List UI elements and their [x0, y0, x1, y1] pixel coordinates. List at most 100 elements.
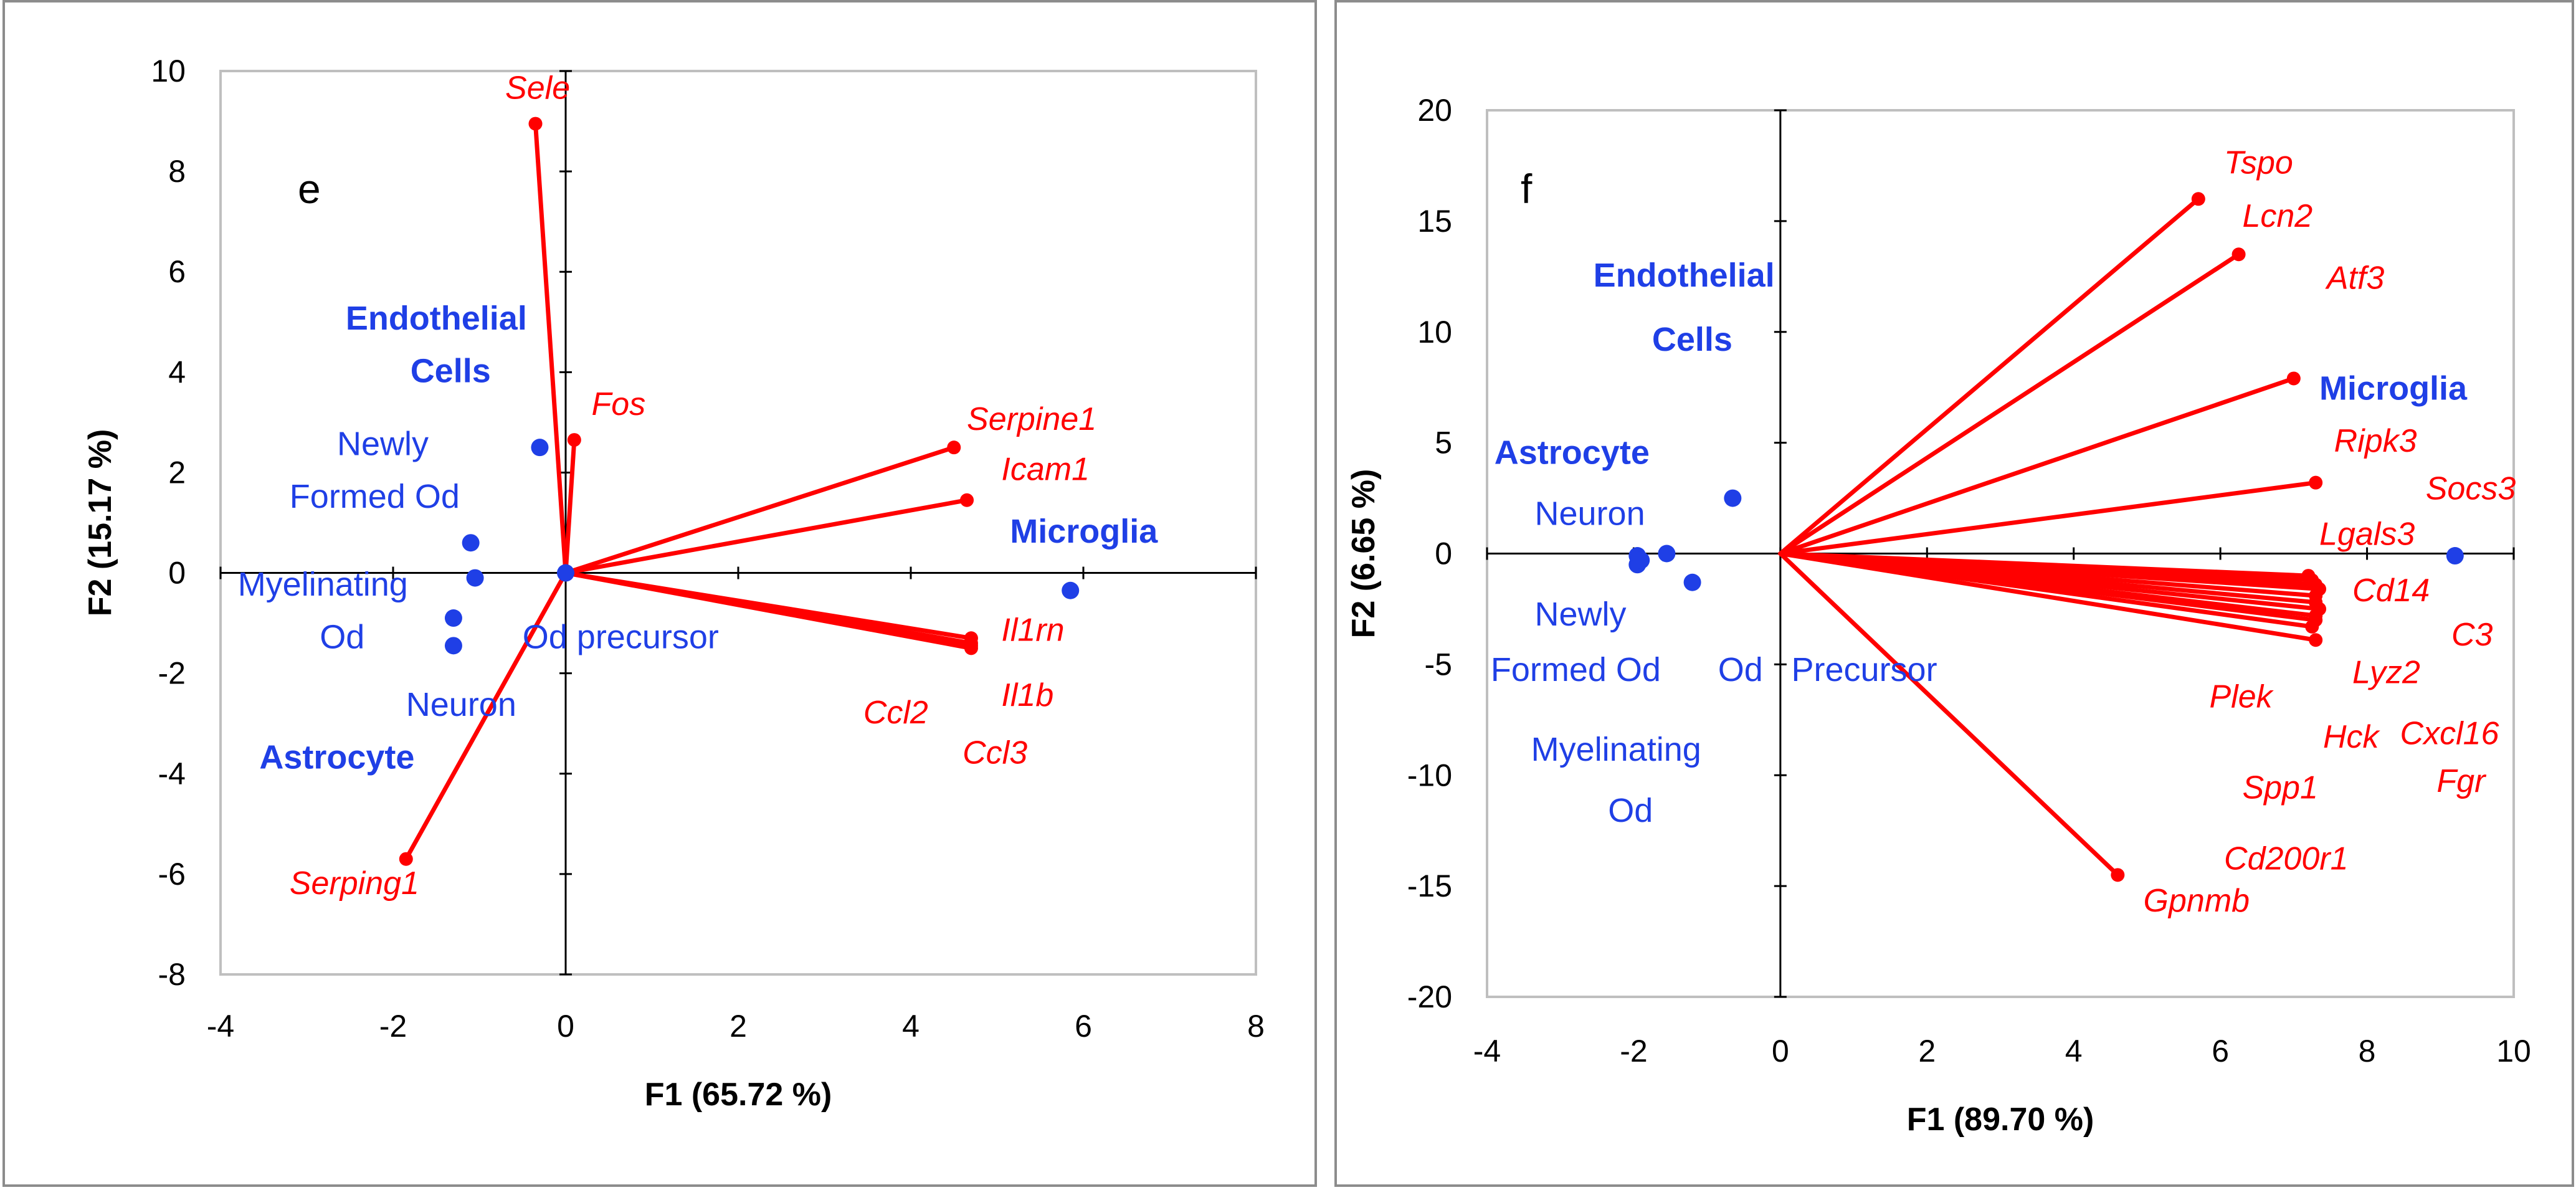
gene-vector	[1778, 551, 2120, 877]
gene-vector	[1778, 252, 2241, 556]
panel-letter: e	[298, 166, 321, 212]
chart-panel-e: -4 -2 0 2 4 6 8 10 8 6 4 2 0 -2 -4 -6 -8 F1 (65.72 %) F2 (…	[2, 0, 1317, 1187]
y-tick-label: -10	[1407, 758, 1452, 793]
cell-type-label: Endothelial	[346, 300, 527, 337]
y-tick-label: 0	[168, 556, 186, 591]
cell-type-label: Cells	[411, 352, 491, 389]
gene-label: Il1rn	[1001, 612, 1064, 648]
cell-type-label: Od	[1718, 651, 1763, 688]
gene-label: Atf3	[2325, 260, 2385, 296]
cell-type-label: Precursor	[1792, 651, 1937, 688]
cell-type-label: Formed Od	[1491, 651, 1661, 688]
y-tick-label: 8	[168, 154, 186, 189]
cell-type-point	[1632, 551, 1650, 569]
x-tick-label: 10	[2496, 1034, 2531, 1069]
y-tick-label: 4	[168, 355, 186, 389]
gene-vector	[563, 437, 577, 576]
y-tick-label: 2	[168, 455, 186, 490]
y-tick-label: 10	[1417, 315, 1452, 350]
cell-type-point	[466, 569, 484, 587]
gene-label: Lyz2	[2352, 655, 2420, 691]
gene-label: Gpnmb	[2144, 883, 2250, 919]
x-tick-label: 4	[902, 1009, 920, 1044]
gene-label: Ripk3	[2334, 423, 2417, 459]
gene-label: Fos	[592, 386, 646, 422]
x-tick-label: 0	[557, 1009, 574, 1044]
x-axis-title: F1 (65.72 %)	[645, 1077, 832, 1113]
cell-type-label: Myelinating	[1531, 731, 1701, 768]
gene-label: Socs3	[2426, 470, 2516, 507]
x-tick-label: 8	[2359, 1034, 2376, 1069]
gene-vector	[1778, 551, 2318, 642]
cell-type-label: Newly	[337, 425, 429, 462]
y-tick-label: -4	[158, 756, 186, 791]
gene-vector-tip	[567, 433, 581, 447]
gene-label: Serping1	[290, 865, 419, 902]
y-tick-label: 15	[1417, 204, 1452, 239]
gene-vector	[563, 445, 956, 576]
gene-label: Cd14	[2352, 573, 2430, 609]
cell-type-point	[1683, 573, 1701, 591]
gene-vector	[1778, 480, 2318, 556]
gene-vector-tip	[528, 117, 543, 131]
gene-vector-tip	[2111, 868, 2125, 882]
gene-vector-tip	[2191, 192, 2205, 206]
gene-label: Lcn2	[2242, 198, 2312, 234]
y-tick-label: 10	[151, 54, 186, 88]
gene-label: Cxcl16	[2400, 715, 2499, 751]
cell-type-label: Newly	[1535, 596, 1627, 633]
gene-label: C3	[2451, 617, 2493, 653]
gene-label: Spp1	[2242, 770, 2317, 806]
cell-type-label: Myelinating	[238, 566, 408, 603]
y-tick-label: 6	[168, 254, 186, 289]
cell-type-point	[1658, 545, 1676, 563]
gene-vector-tip	[2309, 475, 2323, 490]
chart-panel-f: -4 -2 0 2 4 6 8 10 20 15 10 5 0 -5 -10 -15 -20 F1 (89.70 …	[1334, 0, 2574, 1187]
cell-type-point	[1724, 489, 1742, 507]
cell-type-point	[557, 564, 574, 582]
gene-vector-tip	[2305, 619, 2319, 634]
x-tick-label: 6	[2212, 1034, 2229, 1069]
x-tick-label: 4	[2065, 1034, 2083, 1069]
gene-vector	[404, 571, 568, 862]
x-tick-label: 2	[730, 1009, 747, 1044]
y-tick-label: -6	[158, 857, 186, 892]
gene-label: Plek	[2209, 679, 2274, 715]
cell-type-label: Formed Od	[290, 478, 460, 515]
gene-vector	[533, 121, 568, 576]
gene-label: Ccl2	[863, 695, 928, 731]
gene-vector-tip	[960, 493, 974, 507]
x-tick-label: 2	[1918, 1034, 1936, 1069]
gene-vector-tip	[964, 641, 978, 655]
y-tick-label: -15	[1407, 869, 1452, 903]
cell-type-label: Endothelial	[1594, 257, 1775, 294]
x-tick-label: -4	[207, 1009, 234, 1044]
y-axis-title: F2 (6.65 %)	[1346, 469, 1382, 639]
cell-type-label: Astrocyte	[259, 739, 414, 776]
y-tick-label: 0	[1435, 536, 1452, 571]
x-tick-label: -2	[1620, 1034, 1647, 1069]
y-tick-label: -8	[158, 957, 186, 992]
gene-vector-tip	[2286, 371, 2301, 386]
gene-label: Cd200r1	[2224, 840, 2348, 877]
cell-type-point	[444, 609, 462, 627]
gene-vector	[1778, 376, 2296, 556]
gene-label: Il1b	[1001, 677, 1053, 713]
cell-type-label: Od precursor	[523, 618, 719, 655]
gene-vector-tip	[2231, 247, 2246, 262]
gene-label: Fgr	[2436, 763, 2487, 799]
plot-area-frame	[219, 70, 1257, 976]
cell-type-point	[2446, 547, 2464, 565]
y-tick-label: 5	[1435, 426, 1452, 460]
x-axis-title: F1 (89.70 %)	[1907, 1102, 2094, 1138]
cell-type-label: Neuron	[406, 686, 516, 723]
x-tick-label: 6	[1075, 1009, 1092, 1044]
gene-vector	[563, 498, 969, 576]
cell-type-label: Od	[320, 618, 364, 655]
cell-type-label: Microglia	[2319, 369, 2468, 407]
cell-type-point	[444, 637, 462, 655]
cell-type-label: Neuron	[1535, 495, 1645, 532]
gene-label: Hck	[2323, 719, 2381, 755]
cell-type-point	[531, 439, 549, 457]
